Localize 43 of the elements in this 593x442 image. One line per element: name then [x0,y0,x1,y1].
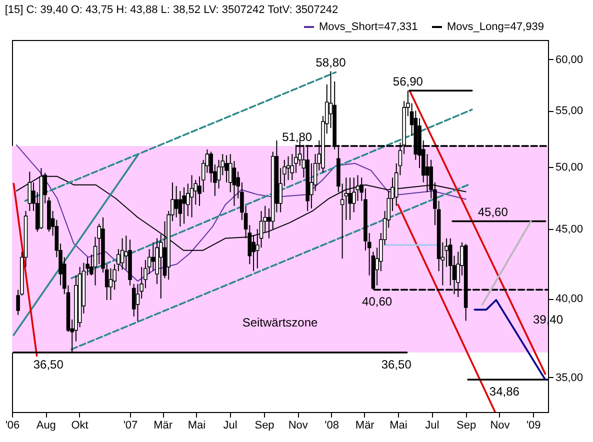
x-tick-label: Okt [71,420,88,432]
y-tick-label: 35,00 [556,372,584,384]
annotation: 36,50 [381,358,412,372]
candlestick [224,154,228,183]
candlestick [120,238,124,270]
x-tick-label: '08 [324,420,339,432]
x-tick-label: Mär [154,420,173,432]
x-tick-label: '07 [123,420,138,432]
y-tick-label: 40,00 [556,293,584,306]
y-tick-label: 55,00 [556,105,584,118]
y-tick-label: 60,00 [556,54,584,66]
x-tick-label: Nov [490,420,510,432]
legend-label: Movs_Long=47,939 [447,21,544,33]
candlestick [151,242,156,272]
annotation: 51,80 [282,130,312,144]
y-tick-label: 50,00 [556,161,584,174]
candlestick [182,186,186,224]
band-label: Seitwärtszone [242,316,318,330]
y-tick-label: 45,00 [556,224,584,236]
annotation: 56,90 [392,74,424,89]
x-tick-label: Aug [36,420,56,432]
annotation: 40,60 [362,294,392,309]
candlestick [190,174,194,218]
x-tick-label: Nov [288,420,308,432]
legend-label: Movs_Short=47,331 [319,21,418,33]
candlestick [132,283,136,317]
x-tick-label: Mär [355,420,375,432]
candlestick [178,190,182,227]
candlestick [174,186,178,218]
annotation: 34,86 [489,384,520,399]
chart-title: [15] C: 39,40 O: 43,75 H: 43,88 L: 38,52 LV: 3507242 TotV: 3507242 [4,4,338,16]
x-tick-label: '06 [5,420,20,432]
x-tick-label: Sep [456,420,476,432]
annotation: 58,80 [316,55,346,70]
x-tick-label: Jul [223,420,238,432]
x-tick-label: Sep [254,420,274,432]
x-tick-label: Mai [188,420,206,432]
line-series [16,144,466,282]
x-tick-label: '09 [526,420,541,432]
annotation: 36,50 [33,358,64,372]
x-tick-label: Jul [425,420,440,432]
annotation: 45,60 [478,205,508,220]
x-tick-label: Mai [390,420,408,432]
